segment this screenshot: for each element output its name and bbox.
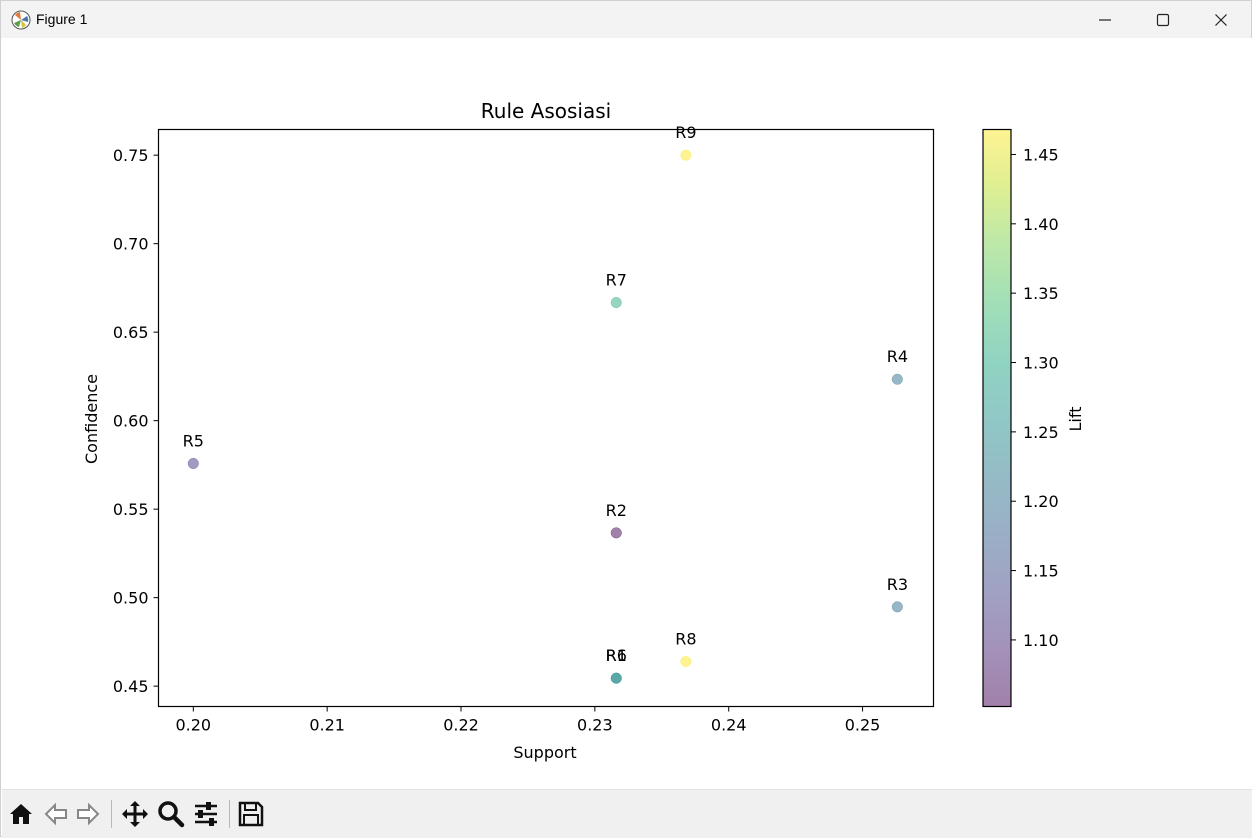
y-tick-label: 0.75 [113, 146, 149, 165]
y-axis-label: Confidence [82, 374, 101, 464]
colorbar: 1.10 1.15 1.20 1.25 1.30 1.35 1.40 1.45 Lift [982, 128, 1085, 708]
zoom-icon [158, 801, 185, 828]
scatter-point-r4 [891, 373, 903, 385]
maximize-button[interactable] [1134, 1, 1192, 38]
point-label-r3: R3 [887, 575, 908, 594]
x-tick-label: 0.25 [845, 716, 881, 735]
colorbar-frame [982, 128, 1012, 708]
pan-button[interactable] [119, 798, 151, 830]
point-label-r4: R4 [887, 347, 908, 366]
chart-title: Rule Asosiasi [481, 99, 611, 123]
x-axis: 0.20 0.21 0.22 0.23 0.24 0.25 [175, 706, 881, 735]
point-label-r6: R6 [606, 646, 627, 665]
close-button[interactable] [1192, 1, 1250, 38]
zoom-button[interactable] [155, 798, 187, 830]
y-axis: 0.45 0.50 0.55 0.60 0.65 0.70 0.75 [113, 146, 159, 696]
scatter-point-r2 [610, 527, 622, 539]
colorbar-tick-label: 1.30 [1023, 354, 1059, 373]
colorbar-tick-label: 1.10 [1023, 631, 1059, 650]
save-button[interactable] [235, 798, 267, 830]
x-tick-label: 0.23 [577, 716, 613, 735]
close-icon [1215, 13, 1227, 26]
y-tick-label: 0.50 [113, 589, 149, 608]
colorbar-label: Lift [1066, 407, 1085, 432]
configure-subplots-button[interactable] [190, 798, 222, 830]
figure-canvas[interactable]: Rule Asosiasi R1 R2 R3 R4 R5 R6 R7 R8 R9 0.20 0.2… [2, 38, 1252, 789]
colorbar-tick-label: 1.25 [1023, 423, 1059, 442]
colorbar-tick-label: 1.45 [1023, 145, 1059, 164]
scatter-point-r7 [610, 297, 622, 309]
colorbar-tick-label: 1.15 [1023, 562, 1059, 581]
back-button[interactable] [40, 798, 72, 830]
x-tick-label: 0.21 [309, 716, 345, 735]
navigation-toolbar [2, 789, 1252, 838]
home-icon [10, 804, 32, 824]
y-tick-label: 0.60 [113, 412, 149, 431]
x-tick-label: 0.24 [711, 716, 747, 735]
colorbar-gradient [983, 129, 1011, 707]
y-tick-label: 0.55 [113, 500, 149, 519]
scatter-point-r8 [680, 655, 692, 668]
matplotlib-app-icon [11, 10, 31, 30]
plot-area: R1 R2 R3 R4 R5 R6 R7 R8 R9 [183, 123, 908, 684]
point-label-r1: R1 [606, 646, 627, 665]
scatter-point-r5 [187, 457, 199, 470]
maximize-icon [1156, 13, 1170, 26]
minimize-icon [1099, 18, 1111, 21]
colorbar-ticks: 1.10 1.15 1.20 1.25 1.30 1.35 1.40 1.45 [1011, 145, 1059, 650]
back-arrow-icon [44, 802, 67, 826]
colorbar-tick-label: 1.40 [1023, 215, 1059, 234]
pan-icon [122, 801, 148, 827]
configure-subplots-icon [195, 802, 217, 826]
minimize-button[interactable] [1076, 1, 1134, 38]
title-bar[interactable]: Figure 1 [1, 1, 1251, 38]
point-label-r7: R7 [606, 271, 627, 290]
colorbar-tick-label: 1.20 [1023, 492, 1059, 511]
toolbar-separator [111, 800, 112, 828]
point-label-r9: R9 [675, 123, 696, 142]
x-axis-label: Support [513, 743, 576, 762]
toolbar-separator [229, 800, 230, 828]
axes-frame [157, 128, 935, 708]
point-label-r5: R5 [183, 431, 204, 450]
point-label-r8: R8 [675, 630, 696, 649]
save-icon [238, 801, 264, 827]
colorbar-tick-label: 1.35 [1023, 284, 1059, 303]
y-tick-label: 0.70 [113, 235, 149, 254]
x-tick-label: 0.20 [175, 716, 211, 735]
scatter-point-r3 [891, 601, 903, 613]
window-title: Figure 1 [36, 11, 88, 27]
scatter-point-r9 [680, 149, 692, 161]
y-tick-label: 0.45 [113, 677, 149, 696]
home-button[interactable] [5, 798, 37, 830]
scatter-point-r6 [610, 672, 622, 684]
forward-arrow-icon [77, 802, 100, 826]
forward-button[interactable] [72, 798, 104, 830]
y-tick-label: 0.65 [113, 323, 149, 342]
x-tick-label: 0.22 [443, 716, 479, 735]
point-label-r2: R2 [606, 501, 627, 520]
